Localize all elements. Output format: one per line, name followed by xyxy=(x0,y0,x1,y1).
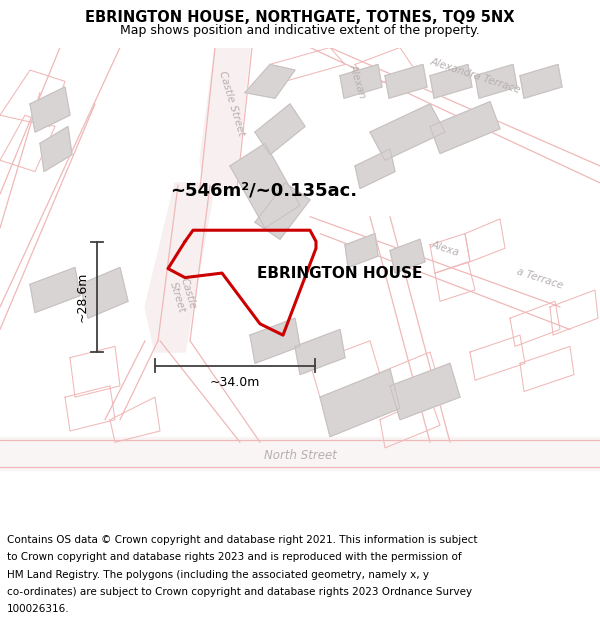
Polygon shape xyxy=(390,239,425,273)
Text: HM Land Registry. The polygons (including the associated geometry, namely x, y: HM Land Registry. The polygons (includin… xyxy=(7,569,429,579)
Text: Map shows position and indicative extent of the property.: Map shows position and indicative extent… xyxy=(120,24,480,37)
Polygon shape xyxy=(30,268,80,312)
Text: Alexandra Terrace: Alexandra Terrace xyxy=(428,56,521,95)
Text: ~34.0m: ~34.0m xyxy=(210,376,260,389)
Polygon shape xyxy=(340,64,382,98)
Text: Alexa: Alexa xyxy=(430,239,460,258)
Text: Alexan: Alexan xyxy=(348,63,368,100)
Text: ~28.6m: ~28.6m xyxy=(76,272,89,322)
Text: to Crown copyright and database rights 2023 and is reproduced with the permissio: to Crown copyright and database rights 2… xyxy=(7,552,462,562)
Polygon shape xyxy=(255,183,310,239)
Text: North Street: North Street xyxy=(263,449,337,462)
Polygon shape xyxy=(520,64,562,98)
Polygon shape xyxy=(80,268,128,318)
Text: Castle
Street: Castle Street xyxy=(168,277,198,314)
Polygon shape xyxy=(370,104,445,160)
Text: co-ordinates) are subject to Crown copyright and database rights 2023 Ordnance S: co-ordinates) are subject to Crown copyr… xyxy=(7,587,472,597)
Polygon shape xyxy=(255,104,305,154)
Polygon shape xyxy=(430,64,472,98)
Polygon shape xyxy=(385,64,427,98)
Text: a Terrace: a Terrace xyxy=(515,266,565,291)
Polygon shape xyxy=(0,437,600,471)
Text: Contains OS data © Crown copyright and database right 2021. This information is : Contains OS data © Crown copyright and d… xyxy=(7,535,478,545)
Text: EBRINGTON HOUSE: EBRINGTON HOUSE xyxy=(257,266,422,281)
Polygon shape xyxy=(390,363,460,420)
Polygon shape xyxy=(295,329,345,374)
Polygon shape xyxy=(430,102,500,154)
Text: 100026316.: 100026316. xyxy=(7,604,70,614)
Polygon shape xyxy=(355,149,395,189)
Polygon shape xyxy=(30,87,70,132)
Polygon shape xyxy=(250,318,300,363)
Polygon shape xyxy=(145,183,215,352)
Polygon shape xyxy=(200,48,250,194)
Polygon shape xyxy=(245,64,295,98)
Polygon shape xyxy=(40,126,72,172)
Polygon shape xyxy=(475,64,517,98)
Polygon shape xyxy=(230,143,300,228)
Polygon shape xyxy=(345,234,378,268)
Text: Castle Street: Castle Street xyxy=(217,70,247,138)
Text: EBRINGTON HOUSE, NORTHGATE, TOTNES, TQ9 5NX: EBRINGTON HOUSE, NORTHGATE, TOTNES, TQ9 … xyxy=(85,11,515,26)
Polygon shape xyxy=(320,369,400,437)
Text: ~546m²/~0.135ac.: ~546m²/~0.135ac. xyxy=(170,182,357,200)
